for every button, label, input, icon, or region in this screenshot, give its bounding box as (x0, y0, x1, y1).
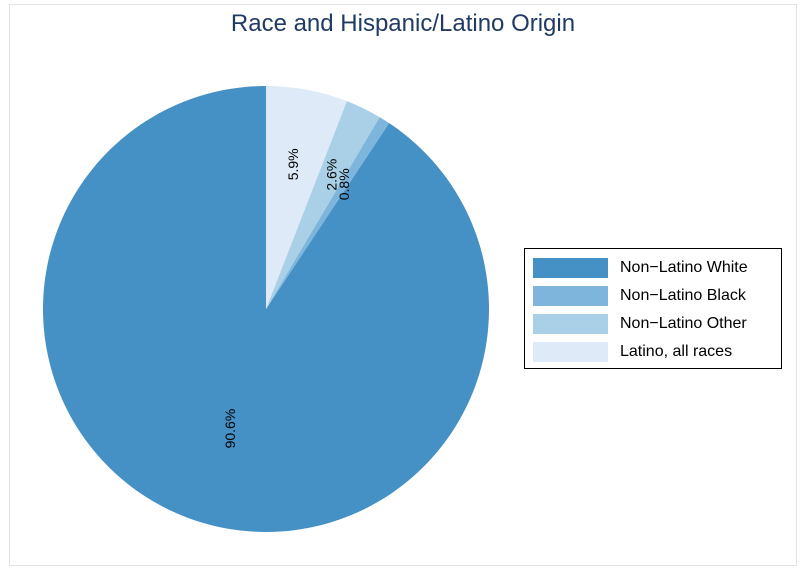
pie-slice (266, 101, 380, 309)
pie-slice (266, 86, 347, 309)
pie-slice (42, 86, 489, 532)
legend: Non−Latino White Non−Latino Black Non−La… (524, 248, 782, 369)
legend-swatch (533, 286, 608, 306)
legend-label: Non−Latino Other (620, 315, 747, 332)
slice-label: 2.6% (323, 159, 339, 191)
slice-label: 90.6% (222, 409, 238, 449)
legend-item-black: Non−Latino Black (533, 286, 746, 306)
legend-item-latino: Latino, all races (533, 342, 732, 362)
legend-item-other: Non−Latino Other (533, 314, 747, 334)
slice-label: 5.9% (285, 148, 301, 180)
legend-item-white: Non−Latino White (533, 258, 748, 278)
legend-label: Non−Latino Black (620, 287, 746, 304)
slice-label: 0.8% (336, 168, 352, 200)
legend-swatch (533, 258, 608, 278)
legend-label: Non−Latino White (620, 259, 748, 276)
legend-swatch (533, 342, 608, 362)
legend-label: Latino, all races (620, 343, 733, 360)
pie-slice (266, 117, 390, 310)
chart-title: Race and Hispanic/Latino Origin (230, 10, 576, 37)
legend-swatch (533, 314, 608, 334)
